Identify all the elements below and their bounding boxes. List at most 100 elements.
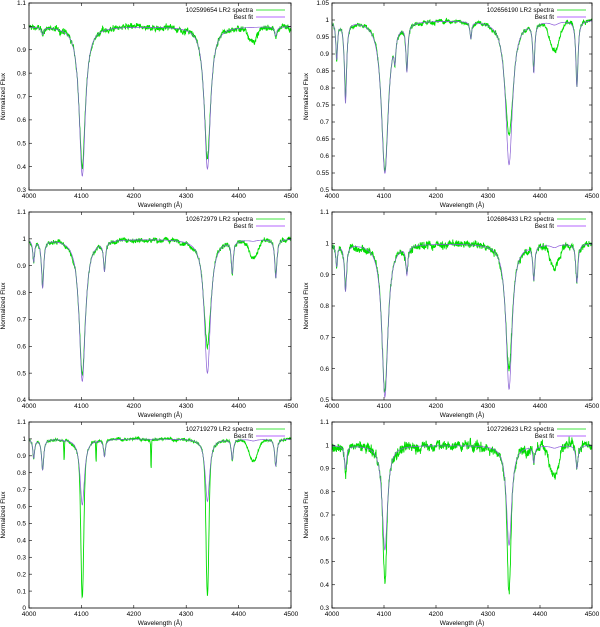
y-tick-label: 0.95 (316, 34, 329, 41)
y-tick-label: 0.5 (17, 370, 26, 377)
y-tick-label: 0.4 (320, 582, 329, 589)
y-tick-label: 0.7 (17, 94, 26, 101)
x-tick-label: 4400 (533, 611, 548, 618)
x-tick-label: 4100 (74, 611, 89, 618)
best-fit-line (28, 239, 291, 382)
legend-label-observed: 102672979 LR2 spectra (186, 216, 254, 223)
best-fit-overlay-line (331, 20, 592, 174)
y-tick-label: 0.7 (17, 487, 26, 494)
best-fit-overlay-line (332, 445, 592, 551)
y-tick-label: 0.2 (17, 571, 26, 578)
x-tick-label: 4500 (585, 611, 600, 618)
x-tick-label: 4400 (231, 193, 246, 200)
y-tick-label: 0.85 (316, 68, 329, 75)
x-tick-label: 4200 (127, 193, 142, 200)
legend-label-observed: 102729623 LR2 spectra (487, 426, 555, 433)
y-axis-label: Normalized Flux (303, 282, 310, 330)
x-tick-label: 4300 (179, 611, 194, 618)
best-fit-overlay-line (28, 438, 291, 506)
panel-2: 4000 4100 4200 4300 4400 4500 0.5 0.55 0.6 0.65 0.… (303, 0, 600, 209)
x-tick-label: 4000 (325, 403, 340, 410)
y-tick-label: 1 (325, 241, 329, 248)
legend-label-fit: Best fit (234, 14, 253, 21)
x-tick-label: 4500 (284, 403, 299, 410)
y-tick-label: 0.5 (17, 140, 26, 147)
y-tick-label: 0.75 (316, 102, 329, 109)
x-axis-label: Wavelength (Å) (138, 200, 183, 209)
y-axis-label: Normalized Flux (0, 72, 7, 120)
y-tick-label: 1.1 (320, 209, 329, 216)
x-tick-label: 4000 (325, 193, 340, 200)
y-tick-label: 0.6 (320, 535, 329, 542)
x-axis-label: Wavelength (Å) (440, 410, 485, 419)
x-tick-label: 4200 (127, 611, 142, 618)
y-tick-label: 0.7 (320, 119, 329, 126)
y-tick-label: 1 (22, 24, 26, 31)
panel-6: 4000 4100 4200 4300 4400 4500 0.3 0.4 0.5 0.6 0.7 0… (303, 419, 600, 627)
x-tick-label: 4300 (179, 193, 194, 200)
y-axis-label: Normalized Flux (0, 491, 7, 539)
legend-label-fit: Best fit (535, 433, 554, 440)
best-fit-line (332, 445, 592, 551)
x-tick-label: 4500 (284, 193, 299, 200)
x-tick-label: 4100 (74, 193, 89, 200)
x-tick-label: 4300 (179, 403, 194, 410)
plot-frame (331, 211, 593, 401)
observed-spectrum-line (331, 436, 593, 595)
x-tick-label: 4500 (585, 193, 600, 200)
y-tick-label: 0.6 (320, 366, 329, 373)
y-tick-label: 0.6 (320, 153, 329, 160)
best-fit-line (28, 438, 291, 506)
y-tick-label: 0.9 (320, 51, 329, 58)
x-tick-label: 4100 (377, 611, 392, 618)
y-tick-label: 0.4 (17, 164, 26, 171)
y-tick-label: 0.8 (17, 470, 26, 477)
x-tick-label: 4000 (325, 611, 340, 618)
y-tick-label: 0.7 (320, 335, 329, 342)
y-tick-label: 1 (22, 436, 26, 443)
x-tick-label: 4200 (429, 193, 444, 200)
y-tick-label: 0.8 (320, 489, 329, 496)
y-tick-label: 1.1 (17, 419, 26, 426)
y-tick-label: 1.1 (17, 0, 26, 7)
x-tick-label: 4200 (429, 403, 444, 410)
x-tick-label: 4100 (377, 193, 392, 200)
y-tick-label: 0.7 (320, 512, 329, 519)
x-tick-label: 4200 (127, 403, 142, 410)
y-tick-label: 0.6 (17, 504, 26, 511)
best-fit-overlay-line (28, 239, 291, 382)
y-tick-label: 0.9 (17, 47, 26, 54)
y-tick-label: 0.6 (17, 343, 26, 350)
panel-1: 4000 4100 4200 4300 4400 4500 0.3 0.4 0.5 0.6 0.7 0… (0, 0, 299, 209)
y-tick-label: 0.6 (17, 117, 26, 124)
y-tick-label: 0.7 (17, 317, 26, 324)
y-tick-label: 0.4 (17, 538, 26, 545)
y-tick-label: 0.4 (17, 397, 26, 404)
best-fit-line (29, 26, 291, 177)
y-tick-label: 0.8 (17, 70, 26, 77)
x-tick-label: 4300 (481, 403, 496, 410)
y-tick-label: 0 (22, 605, 26, 612)
x-tick-label: 4200 (429, 611, 444, 618)
x-tick-label: 4300 (481, 193, 496, 200)
y-tick-label: 0.5 (320, 187, 329, 194)
best-fit-overlay-line (331, 243, 592, 398)
y-tick-label: 0.3 (17, 187, 26, 194)
y-axis-label: Normalized Flux (303, 491, 310, 539)
y-tick-label: 1.1 (320, 419, 329, 426)
x-tick-label: 4000 (22, 193, 37, 200)
legend-label-observed: 102686433 LR2 spectra (487, 216, 555, 223)
plot-frame (28, 211, 292, 401)
y-tick-label: 1 (325, 17, 329, 24)
y-tick-label: 0.5 (320, 559, 329, 566)
panel-5: 4000 4100 4200 4300 4400 4500 0 0.1 0.2 0.3 0.4 0.5… (0, 419, 299, 627)
y-tick-label: 0.9 (320, 272, 329, 279)
x-axis-label: Wavelength (Å) (138, 618, 183, 627)
x-tick-label: 4000 (22, 611, 37, 618)
